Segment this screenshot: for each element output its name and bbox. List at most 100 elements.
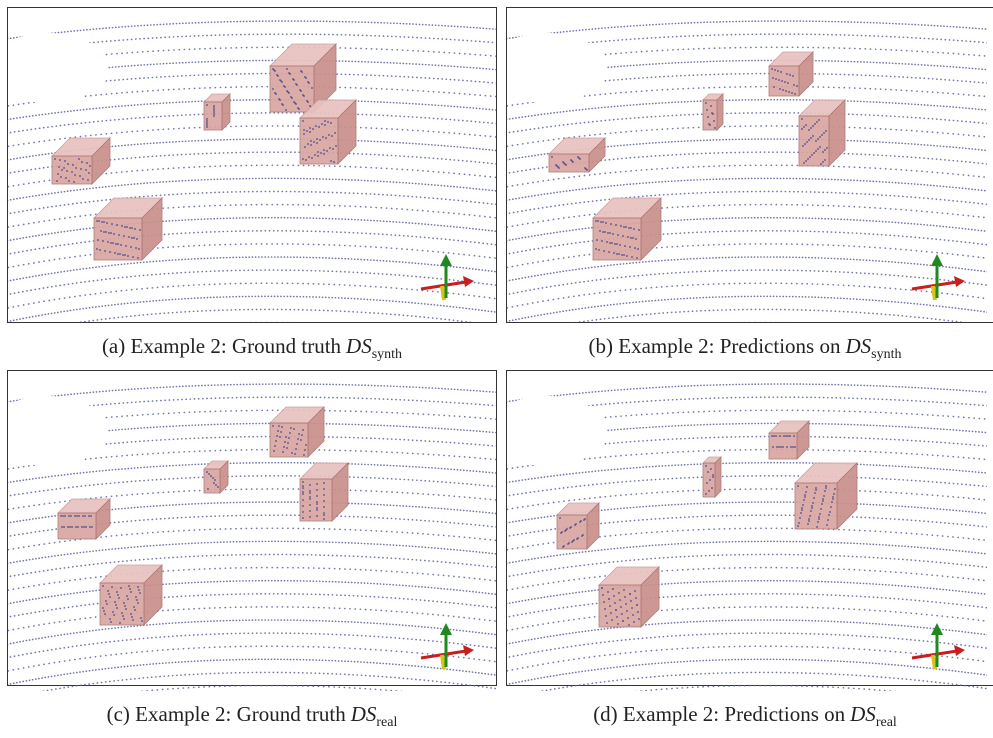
box-point [304, 146, 306, 148]
axis-z-head [440, 254, 452, 266]
box-point [323, 482, 325, 484]
box-point [814, 123, 816, 125]
axis-y [442, 655, 444, 669]
box-front [799, 116, 829, 166]
box-point [125, 245, 127, 247]
box-front [769, 433, 797, 459]
box-point [298, 108, 300, 110]
box-point [123, 618, 125, 620]
box-point [775, 78, 777, 80]
box-point [601, 587, 603, 589]
box-point [63, 526, 65, 528]
box-point [272, 88, 274, 90]
point-row [507, 607, 987, 633]
point-row [507, 581, 987, 606]
point-row [8, 270, 496, 296]
box-point [622, 235, 624, 237]
box-point [606, 622, 608, 624]
box-point [91, 526, 93, 528]
box-point [822, 498, 824, 500]
box-point [71, 171, 73, 173]
box-point [629, 246, 631, 248]
box-point [101, 221, 103, 223]
box-point [603, 601, 605, 603]
box-point [112, 611, 114, 613]
box-point [819, 136, 821, 138]
box-point [824, 149, 826, 151]
point-row [507, 309, 987, 322]
box-point [802, 504, 804, 506]
box-point [632, 237, 634, 239]
box-point [621, 254, 623, 256]
box-point [78, 158, 80, 160]
box-point [619, 599, 621, 601]
box-point [56, 180, 58, 182]
box-point [105, 231, 107, 233]
box-point [323, 488, 325, 490]
box-point [604, 231, 606, 233]
box-point [625, 226, 627, 228]
box-point [217, 486, 219, 488]
box-point [815, 140, 817, 142]
box-point [302, 481, 304, 483]
box-point [126, 226, 128, 228]
box-point [323, 500, 325, 502]
point-row [8, 309, 496, 322]
box-point [213, 113, 215, 115]
box-point [59, 159, 61, 161]
box-point [605, 222, 607, 224]
box-point [113, 233, 115, 235]
box-point [792, 75, 794, 77]
caption: (d) Example 2: Predictions onDSreal [500, 702, 990, 731]
box-point [116, 224, 118, 226]
box-point [332, 148, 334, 150]
box-point [67, 526, 69, 528]
box-point [320, 152, 322, 154]
box-point [75, 167, 77, 169]
box-point [117, 594, 119, 596]
box-point [114, 601, 116, 603]
box-point [623, 226, 625, 228]
box-point [281, 81, 283, 83]
box-point [316, 483, 318, 485]
box-point [817, 521, 819, 523]
box-point [67, 163, 69, 165]
box-point [78, 515, 80, 517]
box-point [285, 436, 287, 438]
box-point [706, 109, 708, 111]
box-point [318, 126, 320, 128]
box-point [102, 607, 104, 609]
box-point [775, 435, 777, 437]
box-point [322, 136, 324, 138]
caption-text: (d) Example 2: Predictions on [593, 702, 845, 726]
point-row [8, 686, 496, 691]
box-point [628, 227, 630, 229]
box-point [705, 493, 707, 495]
box-point [614, 243, 616, 245]
box-point [121, 225, 123, 227]
box-point [801, 507, 803, 509]
box-point [303, 129, 305, 131]
box-side [715, 457, 721, 497]
box-point [793, 84, 795, 86]
point-row [8, 218, 496, 243]
box-point [817, 148, 819, 150]
box-point [130, 246, 132, 248]
box-point [306, 130, 308, 132]
point-row [507, 205, 987, 229]
box-point [127, 598, 129, 600]
box-point [64, 160, 66, 162]
box-point [796, 85, 798, 87]
clearing [8, 33, 108, 103]
box-point [789, 74, 791, 76]
point-row [507, 244, 987, 270]
box-point [805, 160, 807, 162]
box-point [88, 515, 90, 517]
box-point [213, 105, 215, 107]
box-point [595, 248, 597, 250]
box-point [813, 497, 815, 499]
box-front [549, 154, 589, 172]
box-point [577, 156, 579, 158]
box-point [618, 592, 620, 594]
box-point [323, 506, 325, 508]
